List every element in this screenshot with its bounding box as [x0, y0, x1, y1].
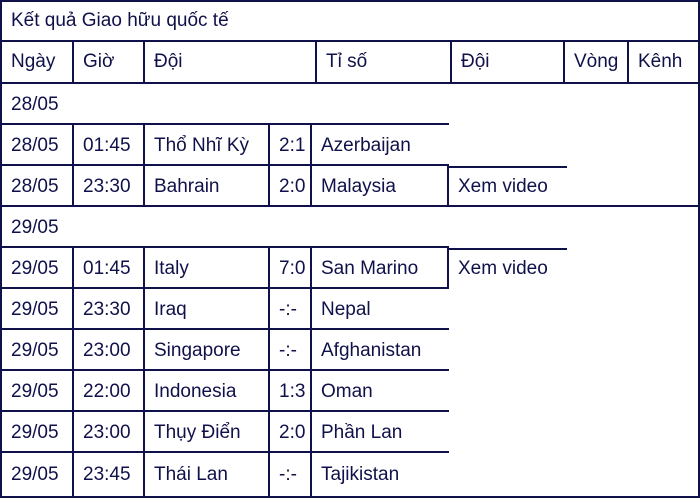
- home-team-cell: Iraq: [145, 289, 270, 330]
- video-link[interactable]: Xem video: [458, 257, 548, 279]
- row-divider: [2, 205, 698, 207]
- date-cell: 29/05: [2, 289, 74, 330]
- score-cell: -:-: [270, 330, 312, 371]
- home-team-cell: Thái Lan: [145, 453, 270, 496]
- row-divider: [2, 451, 449, 453]
- away-team-cell: Oman: [321, 380, 373, 402]
- away-team-cell: Afghanistan: [321, 339, 422, 361]
- score-cell: 2:0: [270, 166, 312, 207]
- row-divider: [2, 410, 449, 412]
- score-cell: -:-: [270, 289, 312, 330]
- home-team-cell: Bahrain: [145, 166, 270, 207]
- header-round: Vòng: [565, 42, 629, 82]
- video-cell-top-border: [449, 166, 567, 168]
- header-score: Tỉ số: [317, 42, 452, 82]
- score-cell: 7:0: [270, 248, 312, 289]
- match-row: 28/05 23:30 Bahrain 2:0 Malaysia Xem video: [2, 166, 698, 207]
- date-cell: 29/05: [2, 371, 74, 412]
- match-row: 29/05 23:45 Thái Lan -:- Tajikistan: [2, 453, 698, 496]
- date-cell: 29/05: [2, 330, 74, 371]
- match-row: 29/05 23:30 Iraq -:- Nepal: [2, 289, 698, 330]
- time-cell: 01:45: [74, 125, 145, 166]
- match-row: 29/05 23:00 Thụy Điển 2:0 Phần Lan: [2, 412, 698, 453]
- away-team-cell: San Marino: [312, 248, 449, 289]
- score-cell: 2:1: [270, 125, 312, 166]
- video-cell-top-border: [449, 248, 567, 250]
- away-team-cell: Nepal: [321, 298, 371, 320]
- score-cell: 2:0: [270, 412, 312, 453]
- header-date: Ngày: [2, 42, 74, 82]
- match-row: 28/05 01:45 Thổ Nhĩ Kỳ 2:1 Azerbaijan: [2, 125, 698, 166]
- group-date-label: 28/05: [11, 93, 59, 115]
- home-team-cell: Indonesia: [145, 371, 270, 412]
- home-team-cell: Thụy Điển: [145, 412, 270, 453]
- time-cell: 23:00: [74, 330, 145, 371]
- table-header-row: Ngày Giờ Đội Tỉ số Đội Vòng Kênh: [2, 42, 698, 84]
- row-divider: [2, 123, 449, 125]
- time-cell: 23:00: [74, 412, 145, 453]
- table-body: 28/05 28/05 01:45 Thổ Nhĩ Kỳ 2:1 Azerbaijan 28…: [2, 84, 698, 496]
- header-channel: Kênh: [638, 51, 683, 72]
- time-cell: 23:30: [74, 166, 145, 207]
- away-team-cell: Tajikistan: [321, 463, 400, 485]
- time-cell: 01:45: [74, 248, 145, 289]
- date-cell: 29/05: [2, 248, 74, 289]
- home-team-cell: Singapore: [145, 330, 270, 371]
- date-cell: 29/05: [2, 412, 74, 453]
- row-divider: [2, 164, 449, 166]
- group-date-label: 29/05: [11, 216, 59, 238]
- date-cell: 28/05: [2, 125, 74, 166]
- header-away-team: Đội: [452, 42, 565, 82]
- away-team-cell: Azerbaijan: [321, 134, 411, 156]
- header-time: Giờ: [74, 42, 145, 82]
- home-team-cell: Thổ Nhĩ Kỳ: [145, 125, 270, 166]
- away-team-cell: Phần Lan: [321, 421, 403, 443]
- row-divider: [2, 246, 449, 248]
- date-cell: 28/05: [2, 166, 74, 207]
- row-divider: [2, 287, 449, 289]
- time-cell: 23:45: [74, 453, 145, 496]
- row-divider: [2, 328, 449, 330]
- row-divider: [2, 369, 449, 371]
- away-team-cell: Malaysia: [312, 166, 449, 207]
- score-cell: -:-: [270, 453, 312, 496]
- match-row: 29/05 01:45 Italy 7:0 San Marino Xem video: [2, 248, 698, 289]
- match-row: 29/05 23:00 Singapore -:- Afghanistan: [2, 330, 698, 371]
- table-title-row: Kết quả Giao hữu quốc tế: [2, 2, 698, 42]
- score-cell: 1:3: [270, 371, 312, 412]
- time-cell: 23:30: [74, 289, 145, 330]
- page-title: Kết quả Giao hữu quốc tế: [11, 10, 229, 31]
- date-group-row: 28/05: [2, 84, 698, 125]
- match-row: 29/05 22:00 Indonesia 1:3 Oman: [2, 371, 698, 412]
- date-cell: 29/05: [2, 453, 74, 496]
- time-cell: 22:00: [74, 371, 145, 412]
- video-link[interactable]: Xem video: [458, 175, 548, 197]
- header-home-team: Đội: [145, 42, 317, 82]
- date-group-row: 29/05: [2, 207, 698, 248]
- home-team-cell: Italy: [145, 248, 270, 289]
